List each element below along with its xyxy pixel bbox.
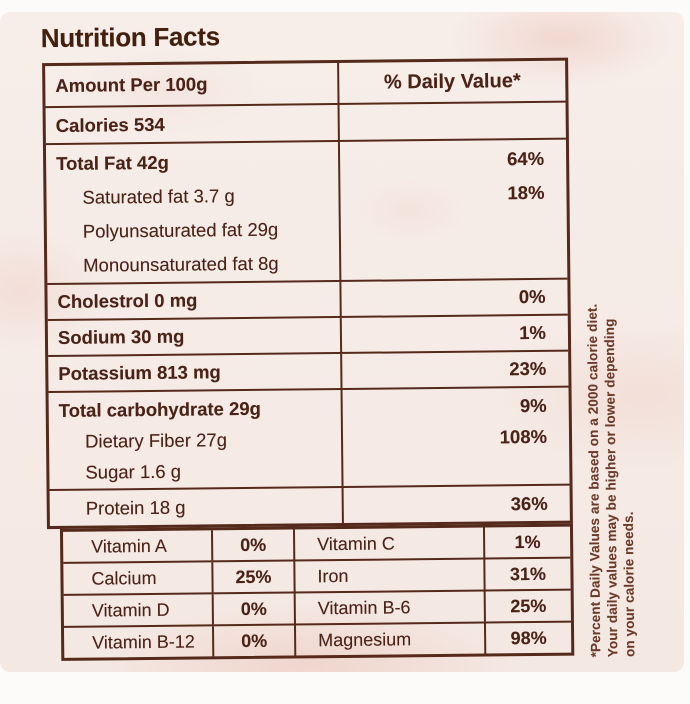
carbohydrate-labels-cell: Total carbohydrate 29g Dietary Fiber 27g… <box>48 389 344 490</box>
potassium-label: Potassium 813 mg <box>48 353 343 392</box>
iron-label: Iron <box>295 559 486 592</box>
cholesterol-daily-value: 0% <box>518 285 546 308</box>
total-fat-label: Total Fat 42g <box>56 151 169 174</box>
daily-value-footnote: *Percent Daily Values are based on a 200… <box>583 225 639 658</box>
saturated-fat-daily-value: 18% <box>507 181 545 204</box>
potassium-row: Potassium 813 mg 23% <box>48 351 569 394</box>
polyunsaturated-fat-label: Polyunsaturated fat 29g <box>82 218 279 242</box>
monounsaturated-fat-label: Monounsaturated fat 8g <box>83 252 279 276</box>
footnote-line-3: on your calorie needs. <box>620 511 638 658</box>
vitamin-b6-label: Vitamin B-6 <box>295 591 486 624</box>
calcium-label: Calcium <box>63 562 214 594</box>
total-fat-daily-value: 64% <box>506 147 545 170</box>
daily-value-header: % Daily Value* <box>383 69 521 94</box>
micronutrient-row-2: Calcium 25% Iron 31% <box>63 558 571 596</box>
magnesium-value: 98% <box>510 627 547 648</box>
micronutrient-row-4: Vitamin B-12 0% Magnesium 98% <box>63 623 571 658</box>
label-paper <box>0 12 684 672</box>
vitamin-b12-value: 0% <box>213 625 297 657</box>
calcium-value: 25% <box>213 561 296 593</box>
carbohydrate-daily-value: 9% <box>519 394 547 417</box>
vitamin-a-label: Vitamin A <box>62 530 214 562</box>
iron-value: 31% <box>509 563 547 584</box>
calories-value-cell <box>340 103 566 140</box>
sodium-row: Sodium 30 mg 1% <box>47 315 569 358</box>
cholesterol-label: Cholestrol 0 mg <box>47 281 342 320</box>
micronutrient-table: Vitamin A 0% Vitamin C 1% Calcium 25% Ir… <box>59 523 575 661</box>
vitamin-c-label: Vitamin C <box>294 527 486 560</box>
fat-labels-cell: Total Fat 42g Saturated fat 3.7 g Polyun… <box>45 141 342 284</box>
saturated-fat-label: Saturated fat 3.7 g <box>82 185 235 208</box>
calories-row: Calories 534 <box>45 102 566 146</box>
cholesterol-row: Cholestrol 0 mg 0% <box>47 279 568 322</box>
calories-label: Calories 534 <box>45 104 340 144</box>
vitamin-c-value: 1% <box>514 531 541 552</box>
fiber-daily-value: 108% <box>499 425 548 448</box>
carbohydrate-row: Total carbohydrate 29g Dietary Fiber 27g… <box>48 387 570 492</box>
vitamin-d-value: 0% <box>213 593 296 625</box>
micronutrient-row-3: Vitamin D 0% Vitamin B-6 25% <box>63 590 571 628</box>
dietary-fiber-label: Dietary Fiber 27g <box>84 429 228 452</box>
vitamin-b12-label: Vitamin B-12 <box>63 626 215 658</box>
amount-per-label: Amount Per 100g <box>45 62 340 107</box>
vitamin-d-label: Vitamin D <box>63 594 214 626</box>
sodium-daily-value: 1% <box>519 321 547 344</box>
total-carbohydrate-label: Total carbohydrate 29g <box>58 397 262 421</box>
protein-label: Protein 18 g <box>85 496 186 519</box>
header-row: Amount Per 100g % Daily Value* <box>45 60 566 109</box>
sugar-label: Sugar 1.6 g <box>85 460 182 483</box>
vitamin-b6-value: 25% <box>510 595 547 616</box>
fat-values-cell: 64% 18% <box>340 140 567 280</box>
micronutrient-row-1: Vitamin A 0% Vitamin C 1% <box>62 526 571 564</box>
fat-row: Total Fat 42g Saturated fat 3.7 g Polyun… <box>45 139 568 286</box>
potassium-daily-value: 23% <box>509 357 547 380</box>
protein-row: Protein 18 g 36% <box>49 486 570 527</box>
sodium-label: Sodium 30 mg <box>47 317 343 356</box>
magnesium-label: Magnesium <box>295 623 487 656</box>
carbohydrate-values-cell: 9% 108% <box>343 388 570 486</box>
protein-daily-value: 36% <box>510 492 548 514</box>
vitamin-a-value: 0% <box>212 529 296 561</box>
nutrition-facts-title: Nutrition Facts <box>40 21 220 54</box>
nutrition-table: Amount Per 100g % Daily Value* Calories … <box>42 57 573 530</box>
